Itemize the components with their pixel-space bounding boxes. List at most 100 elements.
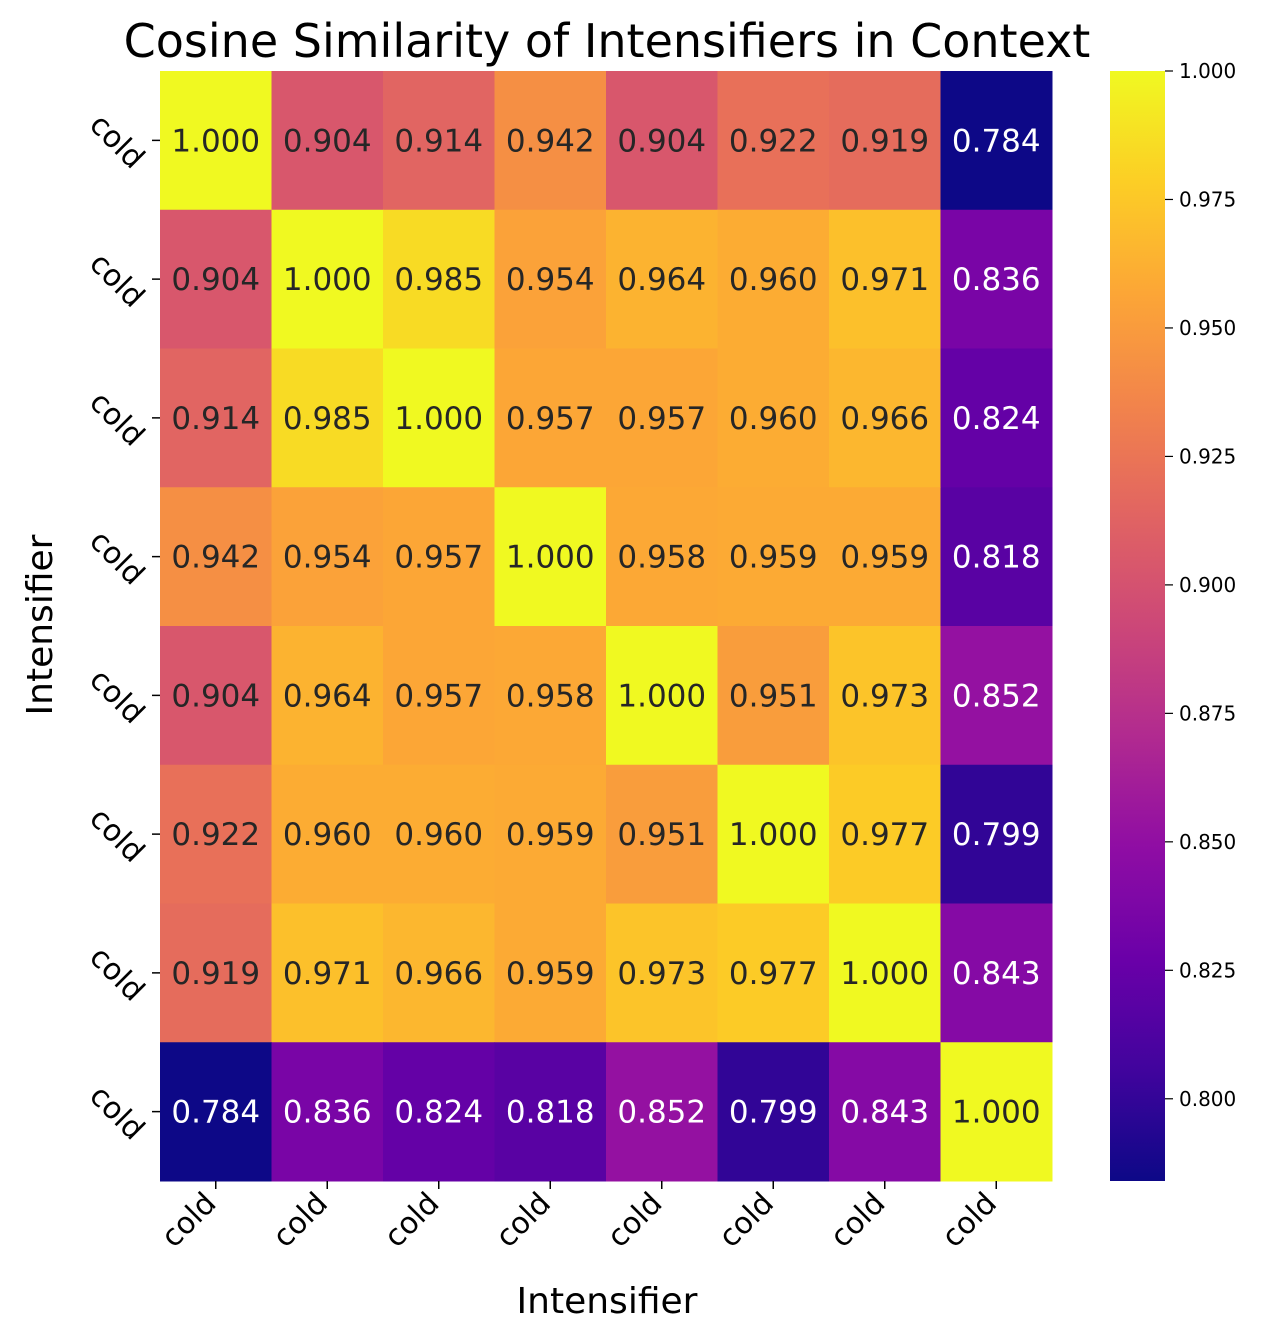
cell-value-label: 1.000: [394, 401, 483, 437]
heatmap-cell: [829, 764, 941, 904]
heatmap-cell-labels: 1.000 0.904 0.914 0.942 0.904 0.922 0.919 0.784…: [171, 123, 1040, 1130]
cell-value-label: 0.957: [506, 401, 595, 437]
heatmap-cell: [160, 626, 272, 766]
x-tick-label: cold: [935, 1186, 1004, 1255]
cell-value-label: 1.000: [840, 956, 929, 992]
heatmap-cell: [829, 1042, 941, 1182]
colorbar-tick-label: 0.925: [1179, 444, 1236, 468]
cell-value-label: 0.914: [171, 401, 260, 437]
cell-value-label: 0.919: [171, 956, 260, 992]
colorbar-tick-label: 0.975: [1179, 187, 1236, 211]
heatmap-cell: [383, 487, 495, 627]
heatmap-cell: [383, 1042, 495, 1182]
heatmap-cell: [717, 209, 830, 349]
cell-value-label: 0.799: [729, 1095, 818, 1131]
cell-value-label: 0.964: [617, 262, 706, 298]
heatmap-cell: [829, 71, 941, 211]
cell-value-label: 0.966: [394, 956, 483, 992]
heatmap-cell: [160, 903, 272, 1043]
heatmap-cell: [717, 487, 830, 627]
heatmap-cell: [383, 626, 495, 766]
cell-value-label: 1.000: [729, 817, 818, 853]
cell-value-label: 0.919: [840, 123, 929, 159]
x-axis-ticks: cold cold cold cold cold cold cold cold: [155, 1181, 1004, 1255]
y-tick-label: cold: [82, 246, 151, 315]
cell-value-label: 0.973: [617, 956, 706, 992]
heatmap-cell: [717, 764, 830, 904]
cell-value-label: 0.977: [840, 817, 929, 853]
x-tick-label: cold: [601, 1186, 670, 1255]
heatmap-cell: [494, 1042, 607, 1182]
heatmap-cell: [829, 903, 941, 1043]
cell-value-label: 0.922: [171, 817, 260, 853]
cell-value-label: 0.824: [952, 401, 1041, 437]
heatmap-cell: [940, 487, 1053, 627]
heatmap-cell: [271, 487, 384, 627]
heatmap-cell: [829, 209, 941, 349]
heatmap-cell: [494, 487, 607, 627]
cell-value-label: 0.957: [617, 401, 706, 437]
cell-value-label: 1.000: [283, 262, 372, 298]
cell-value-label: 0.960: [729, 262, 818, 298]
heatmap-cell: [494, 348, 607, 488]
heatmap-cell: [160, 764, 272, 904]
heatmap-cell: [606, 71, 718, 211]
heatmap-cell: [383, 903, 495, 1043]
cell-value-label: 0.960: [729, 401, 818, 437]
cell-value-label: 0.904: [171, 678, 260, 714]
heatmap-cell: [940, 348, 1053, 488]
heatmap-cell: [383, 209, 495, 349]
cell-value-label: 0.966: [840, 401, 929, 437]
heatmap-cell: [494, 626, 607, 766]
colorbar-tick-label: 0.950: [1179, 316, 1236, 340]
heatmap-cell: [160, 209, 272, 349]
cell-value-label: 0.914: [394, 123, 483, 159]
heatmap-cell: [606, 903, 718, 1043]
heatmap-cell: [383, 764, 495, 904]
heatmap-cell: [271, 764, 384, 904]
cell-value-label: 0.799: [952, 817, 1041, 853]
heatmap-cell: [383, 71, 495, 211]
x-tick-label: cold: [266, 1186, 335, 1255]
heatmap-cell: [606, 764, 718, 904]
cell-value-label: 1.000: [506, 540, 595, 576]
cell-value-label: 0.958: [617, 540, 706, 576]
y-tick-label: cold: [82, 524, 151, 593]
cell-value-label: 0.852: [952, 678, 1041, 714]
cell-value-label: 0.977: [729, 956, 818, 992]
heatmap-cell: [160, 348, 272, 488]
heatmap-cell: [940, 1042, 1053, 1182]
cell-value-label: 0.957: [394, 540, 483, 576]
cell-value-label: 0.973: [840, 678, 929, 714]
heatmap-cell: [383, 348, 495, 488]
heatmap-cell: [271, 209, 384, 349]
heatmap-cell: [494, 71, 607, 211]
heatmap-cell: [829, 348, 941, 488]
cell-value-label: 0.959: [506, 956, 595, 992]
y-tick-label: cold: [82, 801, 151, 870]
cell-value-label: 0.843: [952, 956, 1041, 992]
y-tick-label: cold: [82, 662, 151, 731]
heatmap-cell: [717, 903, 830, 1043]
cell-value-label: 0.959: [506, 817, 595, 853]
heatmap-cell: [829, 626, 941, 766]
cell-value-label: 0.951: [729, 678, 818, 714]
cell-value-label: 0.942: [506, 123, 595, 159]
cell-value-label: 0.960: [394, 817, 483, 853]
cell-value-label: 0.971: [283, 956, 372, 992]
cell-value-label: 0.836: [952, 262, 1041, 298]
heatmap-cell: [940, 903, 1053, 1043]
heatmap-cell: [717, 1042, 830, 1182]
cell-value-label: 0.959: [840, 540, 929, 576]
y-tick-label: cold: [82, 940, 151, 1009]
cell-value-label: 1.000: [617, 678, 706, 714]
heatmap-cell: [494, 903, 607, 1043]
cell-value-label: 0.942: [171, 540, 260, 576]
cell-value-label: 0.843: [840, 1095, 929, 1131]
heatmap-cell: [940, 626, 1053, 766]
cell-value-label: 0.957: [394, 678, 483, 714]
x-tick-label: cold: [378, 1186, 447, 1255]
cell-value-label: 0.985: [283, 401, 372, 437]
